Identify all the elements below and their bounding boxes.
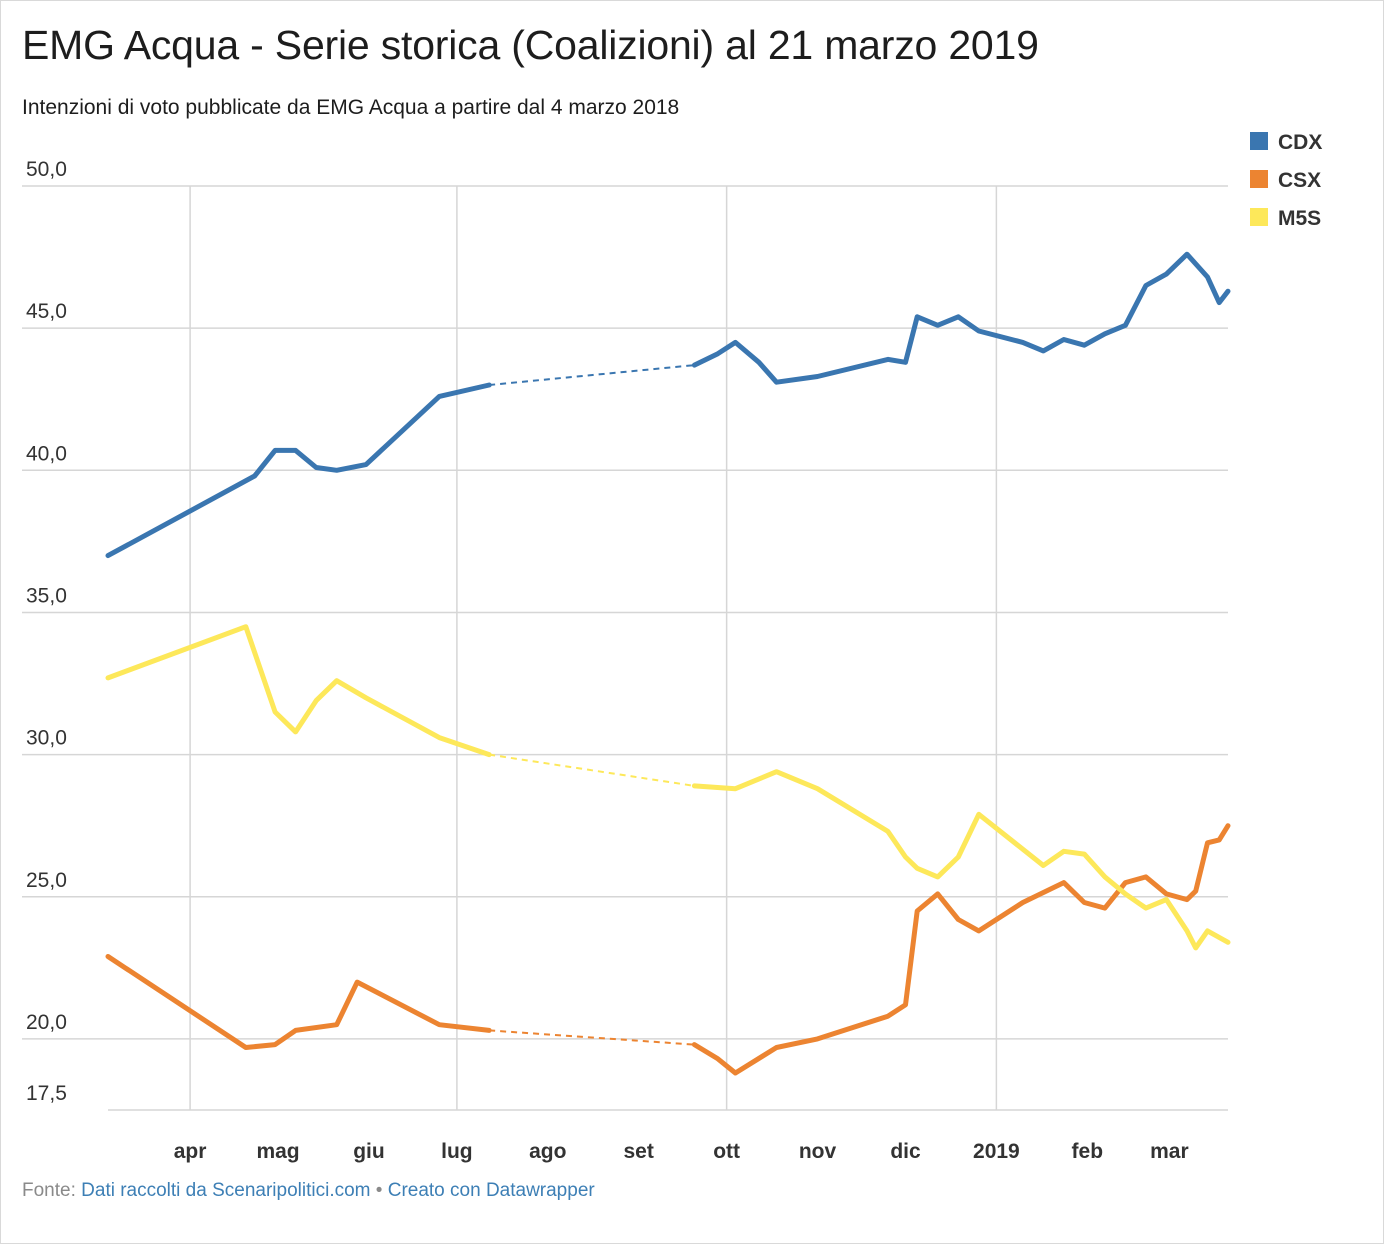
y-tick-label: 17,5	[26, 1082, 67, 1105]
x-tick-label: dic	[890, 1140, 921, 1163]
y-tick-label: 40,0	[26, 442, 67, 465]
y-tick-label: 30,0	[26, 727, 67, 750]
y-axis-ticks: 50,0 45,0 40,0 35,0 30,0 25,0 20,0 17,5	[26, 158, 67, 1105]
legend-label-m5s: M5S	[1278, 207, 1321, 230]
x-tick-label: 2019	[973, 1140, 1020, 1163]
footer-separator: •	[375, 1180, 383, 1201]
x-tick-label: ago	[529, 1140, 566, 1163]
source-link[interactable]: Dati raccolti da Scenaripolitici.com	[81, 1180, 371, 1201]
y-tick-label: 50,0	[26, 158, 67, 181]
legend-label-csx: CSX	[1278, 169, 1321, 192]
series-line-cdx	[691, 251, 1231, 385]
x-tick-label: mag	[256, 1140, 299, 1163]
series-line-cdx	[105, 382, 492, 559]
series-gap-csx	[489, 1029, 695, 1046]
x-tick-label: lug	[441, 1140, 473, 1163]
x-tick-label: ott	[713, 1140, 740, 1163]
x-tick-label: nov	[799, 1140, 837, 1163]
x-tick-label: feb	[1072, 1140, 1104, 1163]
y-tick-label: 25,0	[26, 869, 67, 892]
series-gap-m5s	[489, 753, 695, 787]
series-lines	[105, 251, 1231, 1076]
x-axis-ticks: apr mag giu lug ago set ott nov dic 2019 feb mar	[174, 1140, 1189, 1163]
y-tick-label: 20,0	[26, 1011, 67, 1034]
series-line-csx	[691, 823, 1231, 1076]
chart-subtitle: Intenzioni di voto pubblicate da EMG Acq…	[22, 96, 680, 119]
series-gap-cdx	[489, 364, 695, 387]
legend-swatch-csx	[1250, 170, 1268, 188]
x-tick-label: giu	[353, 1140, 385, 1163]
chart-title: EMG Acqua - Serie storica (Coalizioni) a…	[22, 22, 1039, 68]
legend-swatch-cdx	[1250, 132, 1268, 150]
series-line-m5s	[105, 624, 492, 758]
footer: Fonte: Dati raccolti da Scenaripolitici.…	[22, 1180, 595, 1202]
legend: CDX CSX M5S	[1250, 131, 1322, 230]
y-tick-label: 45,0	[26, 300, 67, 323]
datawrapper-link[interactable]: Creato con Datawrapper	[387, 1180, 595, 1201]
x-tick-label: set	[624, 1140, 654, 1163]
x-tick-label: mar	[1150, 1140, 1189, 1163]
x-tick-label: apr	[174, 1140, 207, 1163]
legend-label-cdx: CDX	[1278, 131, 1322, 154]
footer-source-prefix: Fonte:	[22, 1180, 76, 1201]
series-line-csx	[105, 954, 492, 1050]
series-line-m5s	[691, 769, 1231, 951]
grid	[22, 185, 1228, 1111]
y-tick-label: 35,0	[26, 584, 67, 607]
legend-swatch-m5s	[1250, 208, 1268, 226]
